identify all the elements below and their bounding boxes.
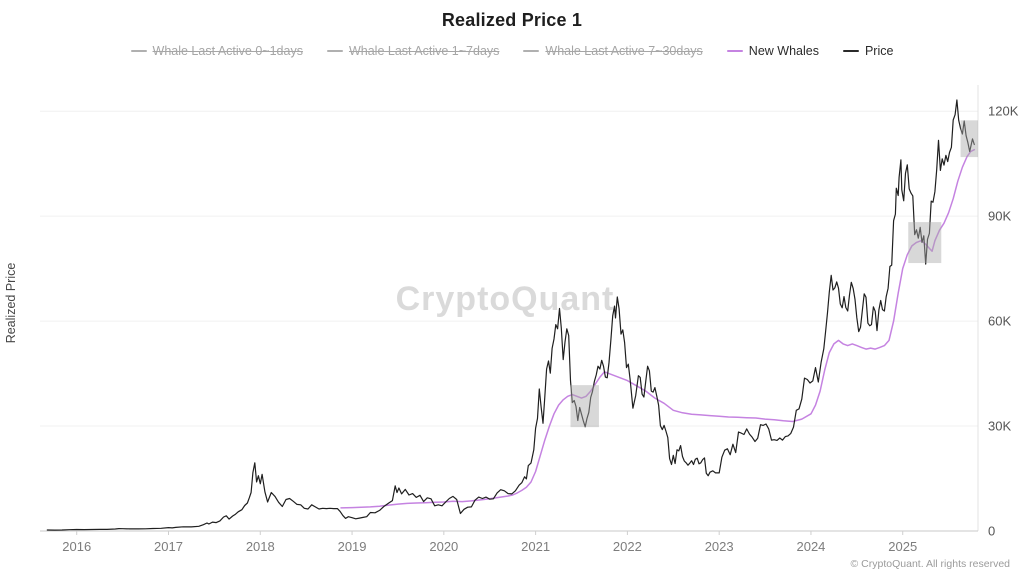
legend-swatch-icon [523,50,540,52]
svg-text:30K: 30K [988,419,1011,434]
svg-text:60K: 60K [988,314,1011,329]
x-axis-labels: 2016 2017 2018 2019 2020 2021 2022 2023 2024 2025 [62,539,917,554]
legend-item-label: Price [864,44,894,58]
copyright-notice: © CryptoQuant. All rights reserved [850,558,1010,570]
legend-item-label: Whale Last Active 1~7days [348,44,500,58]
svg-text:0: 0 [988,524,995,539]
svg-text:2019: 2019 [338,539,367,554]
svg-text:2018: 2018 [246,539,275,554]
legend-item[interactable]: New Whales [726,44,819,58]
legend-item[interactable]: Whale Last Active 1~7days [326,44,500,58]
svg-text:2023: 2023 [705,539,734,554]
legend-item[interactable]: Whale Last Active 0~1days [130,44,303,58]
svg-text:2016: 2016 [62,539,91,554]
legend-swatch-icon [130,50,147,52]
gridlines [40,110,978,427]
legend-swatch-icon [842,50,859,52]
legend: Whale Last Active 0~1days Whale Last Act… [0,44,1024,58]
legend-swatch-icon [726,50,743,52]
axes [40,85,979,535]
svg-text:2021: 2021 [521,539,550,554]
y-axis-labels: 0 30K 60K 90K 120K [988,104,1019,539]
svg-text:120K: 120K [988,104,1019,119]
highlight-boxes [570,120,978,428]
series-price [46,99,975,531]
legend-item-label: Whale Last Active 0~1days [152,44,303,58]
legend-item-label: Whale Last Active 7~30days [545,44,703,58]
legend-item[interactable]: Price [842,44,894,58]
svg-text:2024: 2024 [796,539,825,554]
svg-text:2025: 2025 [888,539,917,554]
svg-text:2017: 2017 [154,539,183,554]
series-new-whales [340,148,976,509]
legend-item-label: New Whales [748,44,819,58]
svg-text:2020: 2020 [429,539,458,554]
svg-text:90K: 90K [988,209,1011,224]
chart-title: Realized Price 1 [441,10,583,30]
legend-item[interactable]: Whale Last Active 7~30days [523,44,703,58]
legend-swatch-icon [326,50,343,52]
svg-text:2022: 2022 [613,539,642,554]
